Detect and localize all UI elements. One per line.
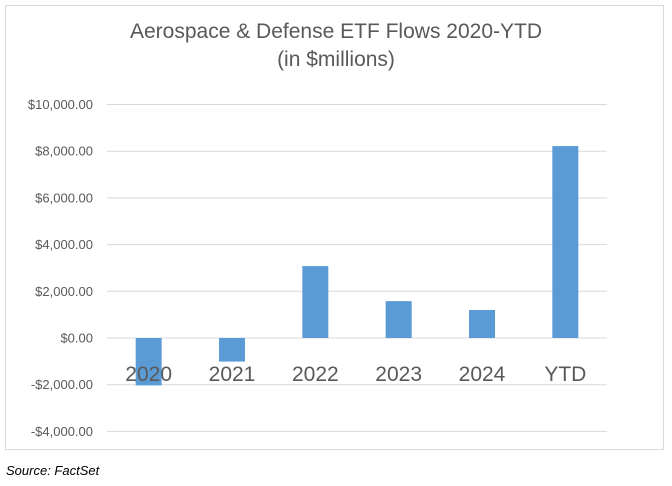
chart-frame — [5, 5, 664, 450]
y-tick-label: -$4,000.00 — [31, 424, 93, 439]
bar-2022 — [302, 266, 329, 338]
y-tick-label: $2,000.00 — [35, 284, 93, 299]
y-tick-label: $6,000.00 — [35, 190, 93, 205]
x-tick-label: 2021 — [209, 363, 256, 386]
bar-2021 — [219, 338, 245, 362]
x-tick-label: YTD — [544, 363, 586, 386]
subtitle-line: (in $millions) — [277, 48, 395, 71]
x-tick-label: 2020 — [125, 363, 172, 386]
bar-YTD — [552, 146, 579, 338]
bar-2024 — [469, 309, 495, 338]
chart-title: Aerospace & Defense ETF Flows 2020-YTD (… — [0, 18, 672, 74]
y-tick-label: $4,000.00 — [35, 237, 93, 252]
bar-2020 — [135, 338, 162, 386]
title-line: Aerospace & Defense ETF Flows 2020-YTD — [129, 20, 542, 43]
x-tick-label: 2022 — [292, 363, 339, 386]
y-tick-label: $8,000.00 — [35, 144, 93, 159]
bar-2023 — [385, 301, 412, 338]
x-tick-label: 2023 — [375, 363, 422, 386]
x-tick-label: 2024 — [459, 363, 506, 386]
y-tick-label: -$2,000.00 — [31, 377, 93, 392]
y-tick-label: $10,000.00 — [28, 97, 93, 112]
y-tick-label: $0.00 — [60, 331, 93, 346]
source-note: Source: FactSet — [6, 463, 100, 478]
